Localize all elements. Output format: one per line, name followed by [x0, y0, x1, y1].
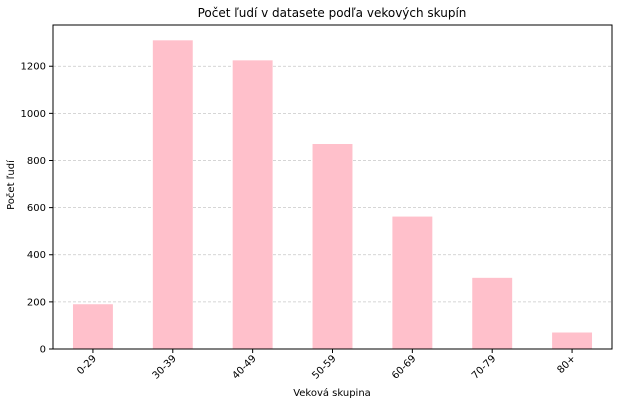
y-tick-label: 1000	[21, 109, 46, 120]
bar-70-79	[472, 277, 513, 349]
bar-50-59	[312, 143, 353, 349]
y-tick-label: 800	[27, 156, 46, 167]
bar-60-69	[392, 216, 433, 349]
chart-title: Počet ľudí v datasete podľa vekových sku…	[198, 6, 467, 20]
bars	[72, 40, 593, 349]
y-tick-label: 1200	[21, 62, 46, 73]
y-tick-label: 600	[27, 203, 46, 214]
gridlines	[53, 65, 612, 303]
bar-40-49	[232, 60, 273, 349]
x-tick-label: 80+	[555, 353, 578, 376]
bar-0-29	[72, 304, 113, 349]
x-axis-label: Veková skupina	[293, 387, 371, 399]
bar-30-39	[152, 40, 193, 349]
plot-frame	[52, 24, 613, 350]
x-tick-label: 0-29	[75, 353, 99, 377]
x-axis-ticks: 0-29 30-39 40-49 50-59 60-69 70-79 80+	[75, 349, 578, 382]
y-tick-label: 0	[40, 345, 46, 356]
x-tick-label: 30-39	[151, 353, 179, 381]
y-tick-label: 400	[27, 250, 46, 261]
y-tick-label: 200	[27, 297, 46, 308]
y-axis-ticks: 0 200 400 600 800 1000 1200	[21, 62, 53, 356]
x-tick-label: 70-79	[470, 353, 498, 381]
y-axis-label: Počet ľudí	[5, 159, 17, 210]
x-tick-label: 60-69	[390, 353, 418, 381]
x-tick-label: 40-49	[230, 353, 258, 381]
x-tick-label: 50-59	[310, 353, 338, 381]
bar-80+	[552, 332, 593, 349]
